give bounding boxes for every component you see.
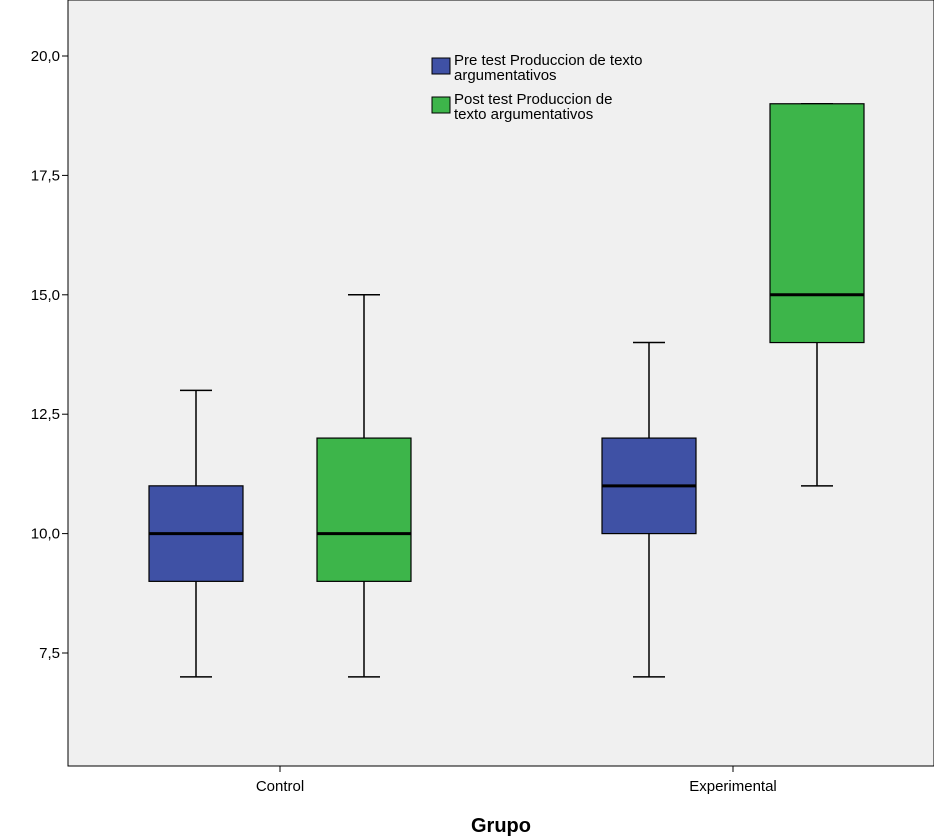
legend-label-post: texto argumentativos xyxy=(454,106,593,123)
x-tick-label-experimental: Experimental xyxy=(689,778,777,795)
y-tick-label: 15,0 xyxy=(31,287,60,304)
box-post-experimental xyxy=(769,103,865,487)
y-tick-label: 12,5 xyxy=(31,406,60,423)
box-post-control xyxy=(316,294,412,678)
iqr-box xyxy=(316,437,412,582)
x-tick-label-control: Control xyxy=(256,778,304,795)
box-pre-experimental xyxy=(601,341,697,678)
iqr-box xyxy=(769,103,865,344)
legend-label-pre: Pre test Produccion de texto xyxy=(454,52,642,69)
legend-swatch-pre xyxy=(431,57,451,75)
legend-label-post: Post test Produccion de xyxy=(454,91,612,108)
y-tick-label: 10,0 xyxy=(31,526,60,543)
y-tick-label: 17,5 xyxy=(31,167,60,184)
legend-label-pre: argumentativos xyxy=(454,67,557,84)
x-axis-title: Grupo xyxy=(471,815,531,837)
y-tick-label: 7,5 xyxy=(39,645,60,662)
y-tick-label: 20,0 xyxy=(31,48,60,65)
box-pre-control xyxy=(148,389,244,678)
legend-swatch-post xyxy=(431,96,451,114)
